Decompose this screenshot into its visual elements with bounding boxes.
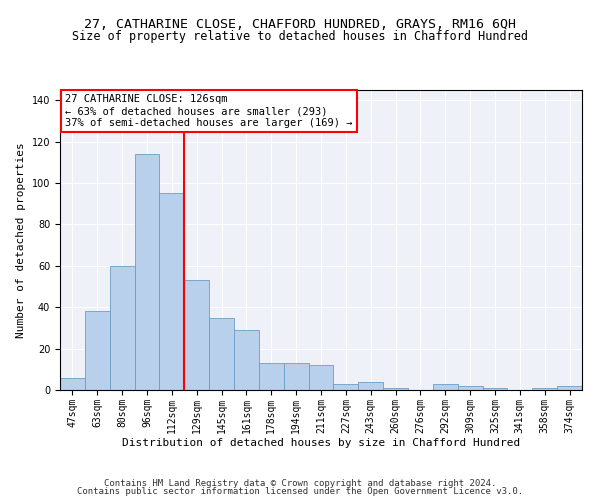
Bar — [259, 363, 284, 390]
Text: Size of property relative to detached houses in Chafford Hundred: Size of property relative to detached ho… — [72, 30, 528, 43]
Bar — [334, 384, 358, 390]
Bar — [383, 388, 408, 390]
Text: Contains public sector information licensed under the Open Government Licence v3: Contains public sector information licen… — [77, 487, 523, 496]
Bar — [60, 378, 85, 390]
Text: Contains HM Land Registry data © Crown copyright and database right 2024.: Contains HM Land Registry data © Crown c… — [104, 478, 496, 488]
Bar — [110, 266, 134, 390]
Bar — [482, 388, 508, 390]
Bar — [134, 154, 160, 390]
Bar — [433, 384, 458, 390]
Bar — [160, 194, 184, 390]
Bar — [308, 365, 334, 390]
Y-axis label: Number of detached properties: Number of detached properties — [16, 142, 26, 338]
Bar — [209, 318, 234, 390]
Bar — [358, 382, 383, 390]
Bar — [557, 386, 582, 390]
X-axis label: Distribution of detached houses by size in Chafford Hundred: Distribution of detached houses by size … — [122, 438, 520, 448]
Bar — [85, 312, 110, 390]
Bar — [284, 363, 308, 390]
Text: 27, CATHARINE CLOSE, CHAFFORD HUNDRED, GRAYS, RM16 6QH: 27, CATHARINE CLOSE, CHAFFORD HUNDRED, G… — [84, 18, 516, 30]
Text: 27 CATHARINE CLOSE: 126sqm
← 63% of detached houses are smaller (293)
37% of sem: 27 CATHARINE CLOSE: 126sqm ← 63% of deta… — [65, 94, 353, 128]
Bar — [458, 386, 482, 390]
Bar — [234, 330, 259, 390]
Bar — [532, 388, 557, 390]
Bar — [184, 280, 209, 390]
